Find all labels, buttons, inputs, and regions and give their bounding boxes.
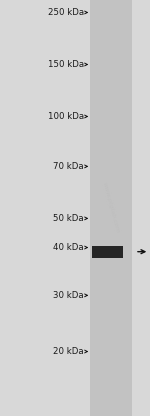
Text: 40 kDa: 40 kDa bbox=[53, 243, 84, 252]
Text: 100 kDa: 100 kDa bbox=[48, 112, 84, 121]
Bar bbox=[92, 246, 123, 258]
Text: 250 kDa: 250 kDa bbox=[48, 8, 84, 17]
Text: 20 kDa: 20 kDa bbox=[53, 347, 84, 356]
Text: 70 kDa: 70 kDa bbox=[53, 162, 84, 171]
Text: 150 kDa: 150 kDa bbox=[48, 60, 84, 69]
Text: 30 kDa: 30 kDa bbox=[53, 291, 84, 300]
Text: 50 kDa: 50 kDa bbox=[53, 214, 84, 223]
Bar bbox=[90, 0, 132, 416]
Text: www.ptglab.com: www.ptglab.com bbox=[102, 182, 120, 234]
